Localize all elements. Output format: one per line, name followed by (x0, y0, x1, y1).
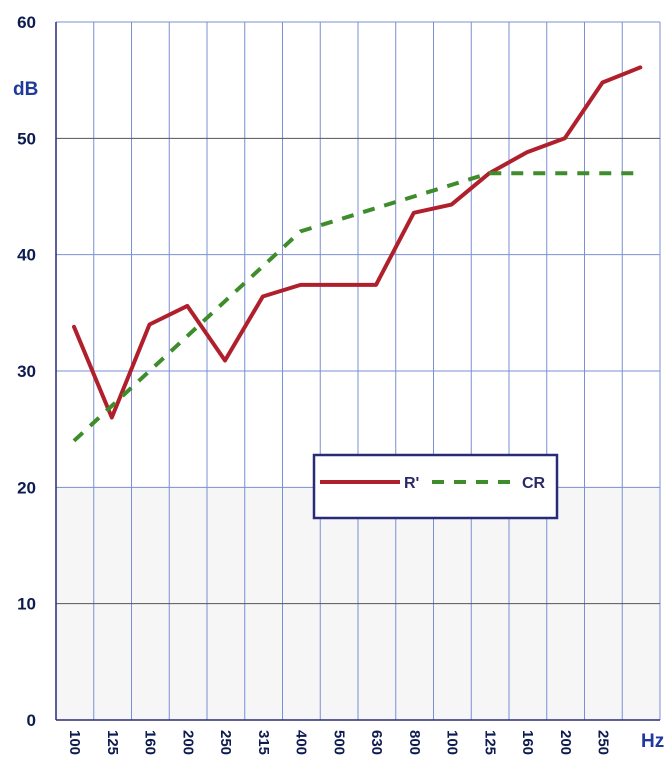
x-tick-label: 400 (293, 730, 310, 755)
y-tick-label: 60 (17, 13, 36, 32)
y-tick-label: 30 (17, 362, 36, 381)
legend: R' CR (312, 453, 559, 520)
x-tick-label: 100 (66, 730, 83, 755)
x-tick-labels: 100 125 160 200 250 315 400 500 630 800 100 125 160 2… (66, 730, 612, 755)
x-tick-label: 250 (595, 730, 612, 755)
x-tick-label: 100 (444, 730, 461, 755)
x-tick-label: 200 (179, 730, 196, 755)
series-layer (72, 65, 643, 443)
x-tick-label: 500 (330, 730, 347, 755)
legend-label-r: R' (404, 475, 419, 492)
x-tick-label: 160 (519, 730, 536, 755)
series-line-r (72, 65, 643, 420)
axes (55, 22, 660, 721)
legend-box (312, 453, 559, 520)
x-tick-label: 250 (217, 730, 234, 755)
x-tick-label: 160 (142, 730, 159, 755)
legend-label-cr: CR (522, 475, 546, 492)
y-tick-label: 0 (27, 711, 36, 730)
y-tick-labels: 0 10 20 30 40 50 60 (17, 13, 36, 730)
y-tick-label: 10 (17, 595, 36, 614)
grid (56, 21, 661, 720)
x-tick-label: 315 (255, 730, 272, 755)
y-tick-label: 50 (17, 129, 36, 148)
x-tick-label: 800 (406, 730, 423, 755)
y-tick-label: 20 (17, 478, 36, 497)
x-tick-label: 630 (368, 730, 385, 755)
x-tick-label: 125 (481, 730, 498, 755)
y-tick-label: 40 (17, 246, 36, 265)
y-axis-label: dB (13, 79, 38, 100)
x-tick-label: 125 (104, 730, 121, 755)
x-tick-label: 200 (557, 730, 574, 755)
x-axis-unit-label: Hz (641, 731, 664, 752)
